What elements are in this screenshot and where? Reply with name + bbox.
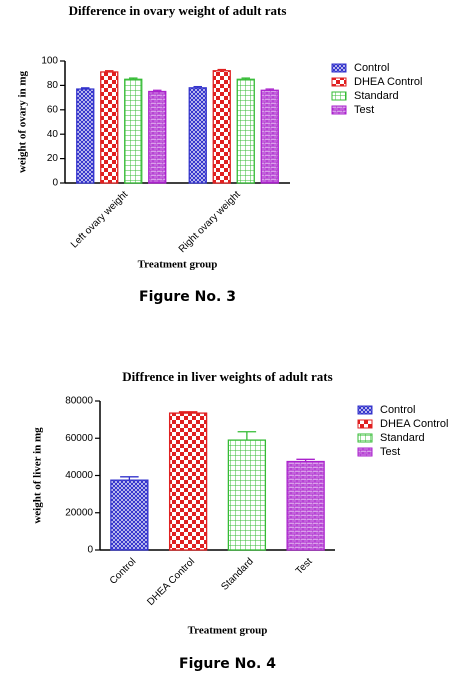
- x-tick-label: Test: [294, 556, 315, 577]
- legend-swatch: [357, 419, 373, 429]
- y-tick-label: 100: [41, 56, 58, 67]
- y-tick-label: 0: [52, 178, 58, 189]
- x-axis-label: Treatment group: [188, 625, 268, 637]
- legend-label: Standard: [354, 90, 399, 102]
- bar: [227, 439, 267, 551]
- legend-swatch: [331, 63, 347, 73]
- x-tick-label: Control: [108, 556, 139, 587]
- legend-swatch: [331, 105, 347, 115]
- legend-label: Control: [380, 404, 415, 416]
- bar: [260, 89, 279, 184]
- bar: [76, 88, 95, 184]
- x-tick-label: Right ovary weight: [177, 189, 243, 255]
- figure-caption: Figure No. 4: [179, 656, 276, 672]
- legend-swatch: [331, 77, 347, 87]
- legend-label: Control: [354, 62, 389, 74]
- x-tick-label: DHEA Control: [145, 556, 197, 608]
- legend-label: Test: [380, 446, 400, 458]
- legend-swatch: [331, 91, 347, 101]
- legend-swatch: [357, 405, 373, 415]
- bar: [110, 479, 149, 551]
- y-axis-label: weight of ovary in mg: [17, 70, 29, 173]
- bar: [286, 460, 325, 551]
- legend-swatch: [357, 433, 373, 443]
- bar: [236, 78, 255, 184]
- y-tick-label: 0: [87, 545, 93, 556]
- legend-swatch: [357, 447, 373, 457]
- legend-label: DHEA Control: [380, 418, 448, 430]
- legend-label: DHEA Control: [354, 76, 422, 88]
- bar: [168, 412, 208, 551]
- y-tick-label: 80000: [65, 396, 93, 407]
- y-tick-label: 20000: [65, 507, 93, 518]
- x-axis-label: Treatment group: [138, 259, 218, 271]
- y-tick-label: 20: [47, 153, 59, 164]
- y-tick-label: 60000: [65, 433, 93, 444]
- y-tick-label: 40: [47, 129, 59, 140]
- chart-title: Diffrence in liver weights of adult rats: [122, 369, 332, 384]
- bar: [188, 87, 207, 184]
- legend-label: Test: [354, 104, 374, 116]
- figure-caption: Figure No. 3: [139, 289, 236, 305]
- y-tick-label: 80: [47, 80, 59, 91]
- legend-label: Standard: [380, 432, 425, 444]
- y-tick-label: 40000: [65, 470, 93, 481]
- bar: [148, 90, 167, 184]
- x-tick-label: Standard: [219, 556, 255, 592]
- x-tick-label: Left ovary weight: [69, 189, 130, 250]
- bar: [212, 70, 231, 184]
- bar: [124, 78, 143, 184]
- y-axis-label: weight of liver in mg: [32, 427, 44, 524]
- chart-title: Difference in ovary weight of adult rats: [69, 3, 287, 18]
- bar: [100, 71, 119, 184]
- y-tick-label: 60: [47, 104, 59, 115]
